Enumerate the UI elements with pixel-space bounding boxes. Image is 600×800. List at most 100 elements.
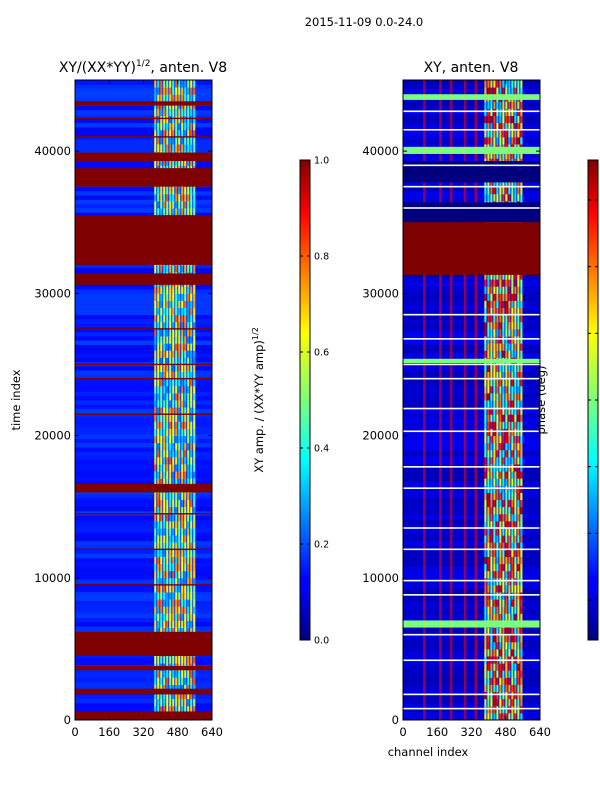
amplitude-cell (166, 506, 169, 515)
amplitude-cell (181, 200, 184, 209)
amplitude-row (75, 698, 212, 704)
amplitude-cell (154, 286, 157, 294)
phase-channel-stripe (423, 80, 426, 720)
amplitude-cell (193, 499, 196, 508)
amplitude-cell (184, 264, 187, 273)
phase-cell (499, 577, 502, 586)
phase-cell (490, 584, 493, 593)
phase-cell (505, 193, 508, 202)
phase-cell (517, 87, 520, 95)
amplitude-cell (172, 705, 175, 714)
phase-cell (484, 321, 487, 330)
phase-cell (505, 343, 508, 351)
amplitude-cell (187, 357, 190, 365)
amplitude-panel-title: XY/(XX*YY)1/2, anten. V8 (59, 59, 227, 76)
amplitude-cell (178, 606, 181, 614)
amplitude-cell (163, 656, 166, 664)
amplitude-cell (178, 584, 181, 593)
phase-cell (484, 506, 487, 515)
amplitude-cell (157, 435, 160, 444)
phase-cell (496, 549, 499, 557)
phase-cell (508, 407, 511, 415)
amplitude-cell (178, 80, 181, 88)
amplitude-y-tick-label: 0 (64, 713, 71, 727)
amplitude-cell (172, 478, 175, 486)
amplitude-cell (181, 328, 184, 337)
phase-cell (514, 613, 517, 621)
phase-cell (514, 478, 517, 486)
amplitude-cell (160, 286, 163, 294)
phase-cell (493, 663, 496, 671)
phase-cell (517, 584, 520, 593)
amplitude-cell (169, 129, 172, 138)
amplitude-cell (181, 94, 184, 102)
phase-cell (490, 478, 493, 486)
amplitude-cell (166, 193, 169, 202)
phase-cell (496, 400, 499, 408)
phase-cell (511, 456, 514, 465)
phase-cell (493, 499, 496, 508)
amplitude-cell (175, 158, 178, 166)
phase-row (403, 353, 540, 358)
phase-cell (514, 492, 517, 501)
amplitude-colorbar-label: XY amp. / (XX*YY amp)1/2 (251, 327, 266, 473)
amplitude-row (75, 118, 212, 124)
phase-white-line (403, 594, 540, 596)
phase-cell (511, 272, 514, 280)
phase-cell (499, 528, 502, 536)
amplitude-cell (181, 343, 184, 351)
phase-cell (487, 179, 490, 188)
phase-cell (496, 499, 499, 508)
amplitude-cell (190, 684, 193, 693)
amplitude-cell (172, 350, 175, 358)
amplitude-row (75, 617, 212, 623)
phase-cell (484, 670, 487, 678)
amplitude-cell (175, 606, 178, 614)
amplitude-cell (154, 549, 157, 557)
amplitude-cell (154, 478, 157, 486)
amplitude-cell (163, 570, 166, 579)
phase-cell (484, 328, 487, 337)
phase-cell (496, 613, 499, 621)
amplitude-cell (163, 314, 166, 323)
phase-cell (520, 307, 523, 316)
amplitude-cell (169, 513, 172, 522)
amplitude-cell (193, 392, 196, 401)
amplitude-cell (157, 385, 160, 394)
amplitude-cell (181, 414, 184, 422)
phase-cell (505, 563, 508, 572)
phase-cell (502, 599, 505, 607)
phase-cell (511, 506, 514, 515)
amplitude-cell (169, 478, 172, 486)
phase-cell (514, 627, 517, 636)
phase-cell (517, 513, 520, 522)
amplitude-cell (154, 364, 157, 373)
amplitude-cell (163, 300, 166, 309)
amplitude-cell (184, 378, 187, 387)
phase-cell (520, 464, 523, 472)
amplitude-cell (157, 328, 160, 337)
amplitude-title-superscript: 1/2 (136, 59, 150, 69)
phase-cell (493, 293, 496, 301)
phase-cell (508, 549, 511, 557)
amplitude-cell (169, 606, 172, 614)
phase-cell (514, 691, 517, 700)
phase-cell (502, 392, 505, 401)
amplitude-cell (184, 478, 187, 486)
phase-row (403, 88, 540, 94)
phase-row (403, 378, 540, 384)
amplitude-cell (184, 87, 187, 95)
phase-cell (493, 606, 496, 614)
phase-cell (499, 556, 502, 565)
phase-cell (490, 606, 493, 614)
amplitude-cell (193, 620, 196, 629)
phase-cell (493, 279, 496, 287)
amplitude-cell (187, 321, 190, 330)
phase-row (403, 391, 540, 397)
phase-cell (502, 563, 505, 572)
amplitude-cell (181, 563, 184, 572)
phase-white-line (403, 377, 540, 380)
phase-row (403, 562, 540, 567)
phase-cell (517, 378, 520, 387)
amplitude-cell (178, 428, 181, 437)
